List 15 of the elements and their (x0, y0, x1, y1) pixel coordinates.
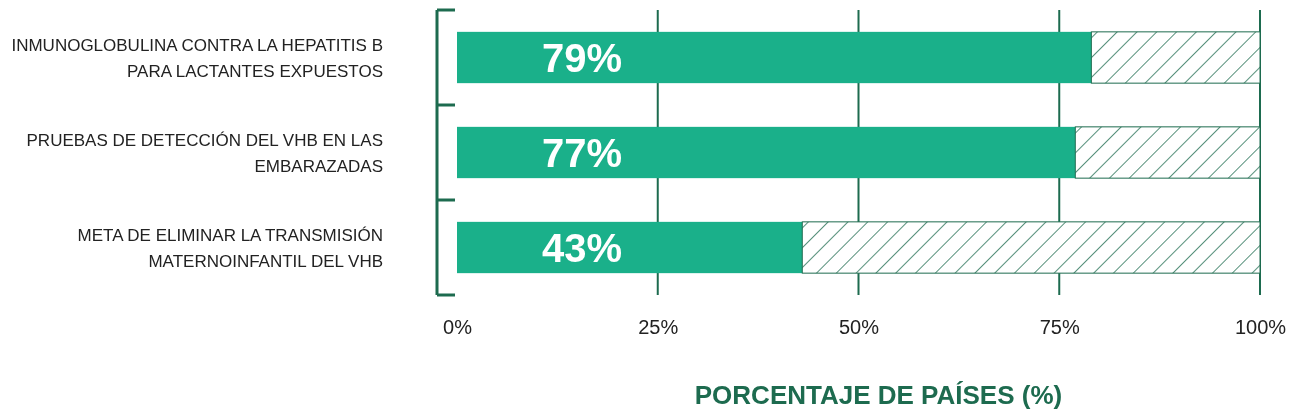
y-tick-label: INMUNOGLOBULINA CONTRA LA HEPATITIS B PARA LACTANTES EXPUESTOS (11, 35, 383, 81)
x-tick-label: 75% (1039, 316, 1080, 339)
y-tick-label: META DE ELIMINAR LA TRANSMISIÓN MATERNOINFANTIL DEL VHB (77, 225, 383, 271)
bar (457, 31, 1092, 84)
x-axis-title: PORCENTAJE DE PAÍSES (%) (694, 380, 1063, 410)
bar (457, 221, 803, 274)
data-label: 79% (541, 35, 623, 80)
x-tick-label: 25% (638, 316, 679, 339)
data-label: 77% (541, 130, 623, 175)
x-tick-label: 50% (838, 316, 880, 339)
x-tick-label: 100% (1234, 316, 1287, 339)
data-label: 43% (541, 225, 623, 270)
x-tick-label: 0% (443, 316, 473, 339)
bar (457, 126, 1076, 179)
y-tick-label: PRUEBAS DE DETECCIÓN DEL VHB EN LAS EMBARAZADAS (26, 130, 383, 176)
